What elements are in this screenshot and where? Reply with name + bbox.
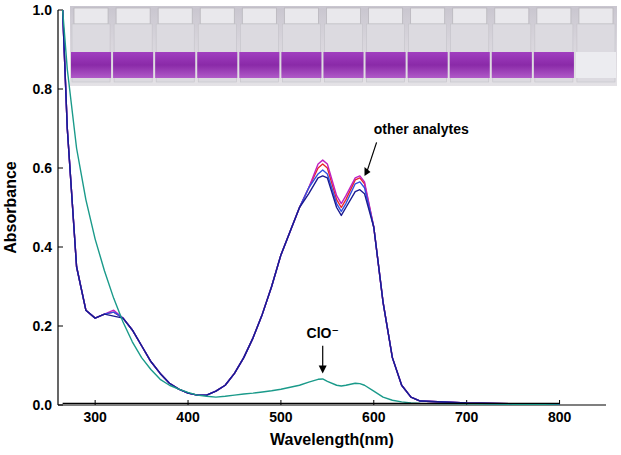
x-tick-label: 500 bbox=[269, 409, 293, 425]
vial-liquid bbox=[450, 52, 490, 78]
vial-cap bbox=[411, 8, 445, 24]
x-tick bbox=[280, 400, 281, 405]
y-tick-label: 0.2 bbox=[33, 318, 53, 334]
annotations: other analytes ClO⁻ bbox=[307, 121, 469, 373]
series-group bbox=[63, 10, 560, 405]
y-axis-line bbox=[57, 10, 58, 405]
y-tick bbox=[58, 405, 63, 406]
vial-cap bbox=[158, 8, 192, 24]
annotation-arrow bbox=[367, 142, 377, 173]
y-tick-label: 0.6 bbox=[33, 160, 53, 176]
vial-body bbox=[577, 24, 615, 82]
vial-liquid bbox=[366, 52, 406, 78]
vial-liquid bbox=[71, 52, 111, 78]
spectrum-line bbox=[63, 10, 560, 405]
vial-cap bbox=[200, 8, 234, 24]
annotation-arrow bbox=[322, 346, 323, 368]
y-tick-label: 0.4 bbox=[33, 239, 53, 255]
vial-body bbox=[493, 24, 531, 82]
spectrum-line bbox=[63, 10, 560, 405]
y-tick-label: 1.0 bbox=[33, 2, 53, 18]
vial-body bbox=[282, 24, 320, 82]
vial-body bbox=[367, 24, 405, 82]
spectrum-line bbox=[63, 10, 560, 405]
vial-liquid bbox=[113, 52, 153, 78]
vial-cap bbox=[369, 8, 403, 24]
x-tick bbox=[188, 400, 189, 405]
inset-photo bbox=[70, 6, 617, 86]
vial-body bbox=[409, 24, 447, 82]
vial-cap bbox=[74, 8, 108, 24]
vial-liquid bbox=[155, 52, 195, 78]
spectrum-line bbox=[63, 10, 560, 405]
vial-liquid bbox=[492, 52, 532, 78]
vial-body bbox=[451, 24, 489, 82]
x-tick bbox=[559, 400, 560, 405]
spectrum-line bbox=[63, 403, 560, 404]
vial-cap bbox=[284, 8, 318, 24]
vial-cap bbox=[537, 8, 571, 24]
vial-body bbox=[198, 24, 236, 82]
vial-liquid bbox=[197, 52, 237, 78]
x-tick-label: 700 bbox=[455, 409, 479, 425]
vial-liquid bbox=[534, 52, 574, 78]
vial-body bbox=[156, 24, 194, 82]
y-tick bbox=[58, 89, 63, 90]
vial-cap bbox=[579, 8, 613, 24]
chart: 300 400 500 600 700 800 0.0 0.2 0.4 0.6 0.8 1.0 Wave… bbox=[0, 0, 621, 455]
vial-cap bbox=[116, 8, 150, 24]
vial-body bbox=[324, 24, 362, 82]
arrow-head bbox=[365, 167, 371, 176]
y-tick bbox=[58, 247, 63, 248]
vial-liquid bbox=[576, 52, 616, 78]
x-tick-label: 400 bbox=[176, 409, 200, 425]
x-tick-label: 300 bbox=[83, 409, 107, 425]
x-tick-label: 800 bbox=[548, 409, 572, 425]
x-axis-title: Wavelength(nm) bbox=[270, 431, 394, 448]
vial-body bbox=[535, 24, 573, 82]
x-tick bbox=[95, 400, 96, 405]
axes: 300 400 500 600 700 800 0.0 0.2 0.4 0.6 0.8 1.0 bbox=[33, 2, 606, 425]
vial-cap bbox=[495, 8, 529, 24]
y-tick-label: 0.0 bbox=[33, 397, 53, 413]
y-axis-title: Absorbance bbox=[2, 161, 19, 254]
y-tick bbox=[58, 326, 63, 327]
y-tick-label: 0.8 bbox=[33, 81, 53, 97]
vial-liquid bbox=[239, 52, 279, 78]
spectrum-line bbox=[63, 10, 560, 405]
vial-cap bbox=[326, 8, 360, 24]
x-tick-label: 600 bbox=[362, 409, 386, 425]
x-tick bbox=[373, 400, 374, 405]
vial-liquid bbox=[408, 52, 448, 78]
vial-cap bbox=[453, 8, 487, 24]
vial-body bbox=[114, 24, 152, 82]
vial-body bbox=[240, 24, 278, 82]
annotation: ClO⁻ bbox=[307, 325, 339, 341]
vial-liquid bbox=[323, 52, 363, 78]
photo-background bbox=[70, 6, 617, 86]
arrow-head bbox=[319, 365, 327, 373]
vial-liquid bbox=[281, 52, 321, 78]
y-tick bbox=[58, 168, 63, 169]
vial-body bbox=[72, 24, 110, 82]
vial-cap bbox=[242, 8, 276, 24]
annotation: other analytes bbox=[374, 121, 469, 137]
